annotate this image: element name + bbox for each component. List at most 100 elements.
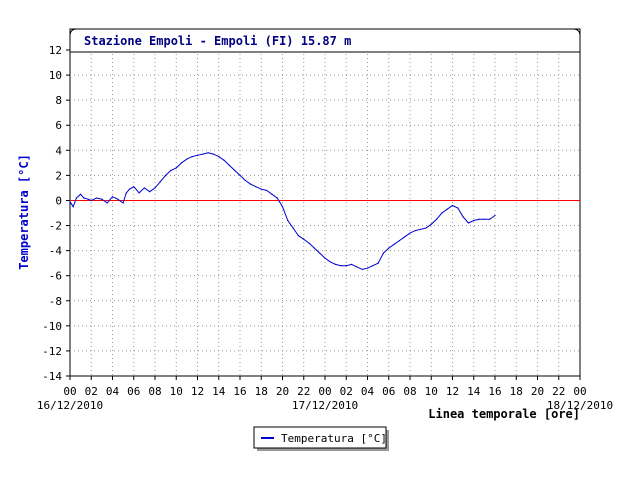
- data-point: [133, 186, 135, 188]
- data-point: [111, 196, 114, 198]
- data-point: [202, 153, 204, 155]
- data-point: [377, 262, 379, 264]
- x-tick-label: 22: [297, 385, 310, 398]
- data-point: [420, 228, 422, 230]
- chart-title: Stazione Empoli - Empoli (FI) 15.87 m: [84, 34, 351, 48]
- x-tick-label: 22: [552, 385, 565, 398]
- data-point: [260, 188, 262, 190]
- data-point: [75, 197, 77, 199]
- data-point: [494, 214, 496, 217]
- y-tick-label: -8: [49, 295, 62, 308]
- y-tick-label: 6: [55, 119, 62, 132]
- x-tick-label: 06: [382, 385, 395, 398]
- y-tick-label: 2: [55, 169, 62, 182]
- data-point: [372, 265, 374, 267]
- data-point: [414, 229, 416, 232]
- data-point: [409, 232, 411, 234]
- data-point: [196, 154, 199, 156]
- x-date-label: 17/12/2010: [292, 399, 358, 412]
- data-point: [250, 183, 252, 185]
- data-point: [473, 219, 475, 222]
- x-tick-label: 18: [510, 385, 523, 398]
- x-tick-label: 16: [233, 385, 246, 398]
- data-point: [191, 155, 193, 158]
- data-point: [128, 188, 131, 190]
- y-axis-ticks: 12 10 8 6 4 2 0 -2 -4 -6 -8 -10 -12 -14: [42, 44, 70, 383]
- x-tick-label: 00: [318, 385, 331, 398]
- data-point: [489, 218, 491, 220]
- legend-entry: Temperatura [°C]: [281, 432, 387, 445]
- data-point: [239, 174, 241, 176]
- data-point: [446, 208, 448, 210]
- x-tick-label: 18: [255, 385, 268, 398]
- y-tick-label: -14: [42, 370, 62, 383]
- data-point: [382, 252, 385, 254]
- data-point: [138, 192, 140, 194]
- y-tick-label: 10: [49, 69, 62, 82]
- data-point: [281, 206, 284, 208]
- data-point: [297, 234, 300, 237]
- data-point: [388, 247, 390, 249]
- y-tick-label: -10: [42, 320, 62, 333]
- data-point: [451, 204, 454, 207]
- y-tick-label: -4: [49, 245, 63, 258]
- data-point: [457, 207, 459, 209]
- data-point: [212, 153, 215, 155]
- data-point: [265, 189, 268, 192]
- data-point: [90, 199, 92, 202]
- data-point: [122, 202, 124, 204]
- x-tick-label: 12: [191, 385, 204, 398]
- data-point: [366, 267, 369, 269]
- data-point: [170, 169, 172, 171]
- data-point: [159, 181, 161, 183]
- data-point: [350, 263, 353, 266]
- series-line-temperatura: [69, 152, 496, 270]
- data-point: [255, 186, 257, 188]
- legend: Temperatura [°C]: [253, 426, 389, 451]
- x-tick-label: 20: [276, 385, 289, 398]
- x-tick-label: 14: [467, 385, 481, 398]
- y-tick-label: -12: [42, 345, 62, 358]
- y-tick-label: 8: [55, 94, 62, 107]
- data-point: [125, 192, 127, 194]
- data-point: [313, 247, 315, 249]
- x-tick-label: 12: [446, 385, 459, 398]
- data-point: [218, 155, 220, 158]
- data-point: [303, 238, 305, 240]
- y-tick-label: -6: [49, 270, 62, 283]
- data-point: [425, 227, 427, 229]
- x-axis-ticks: 00 02 04 06 08 10 12 14 16 18 20 22 00 02 04 06 08 10 12 14…: [63, 376, 587, 398]
- data-point: [149, 191, 151, 193]
- data-point: [478, 218, 480, 220]
- data-point: [361, 268, 363, 271]
- data-point: [154, 187, 156, 189]
- data-point: [186, 158, 188, 160]
- data-point: [308, 242, 310, 244]
- grid: [70, 49, 580, 376]
- y-tick-label: 4: [55, 144, 62, 157]
- data-point: [80, 193, 82, 195]
- data-point: [276, 197, 278, 199]
- data-point: [143, 187, 145, 189]
- data-point: [117, 198, 119, 200]
- data-point: [324, 257, 326, 259]
- data-point: [335, 263, 337, 266]
- data-point: [292, 227, 294, 229]
- data-point: [404, 236, 406, 238]
- title-box: [69, 28, 581, 53]
- data-point: [345, 265, 347, 267]
- data-point: [69, 201, 71, 203]
- data-point: [83, 197, 85, 199]
- data-point: [287, 219, 289, 222]
- data-point: [223, 159, 225, 161]
- x-tick-label: 08: [403, 385, 416, 398]
- x-tick-label: 14: [212, 385, 226, 398]
- series-group: [69, 152, 496, 271]
- data-point: [483, 218, 485, 220]
- legend-box: [253, 426, 387, 449]
- data-point: [467, 222, 470, 224]
- x-tick-label: 10: [425, 385, 438, 398]
- data-point: [72, 206, 74, 208]
- data-point: [441, 212, 443, 214]
- data-point: [95, 197, 98, 199]
